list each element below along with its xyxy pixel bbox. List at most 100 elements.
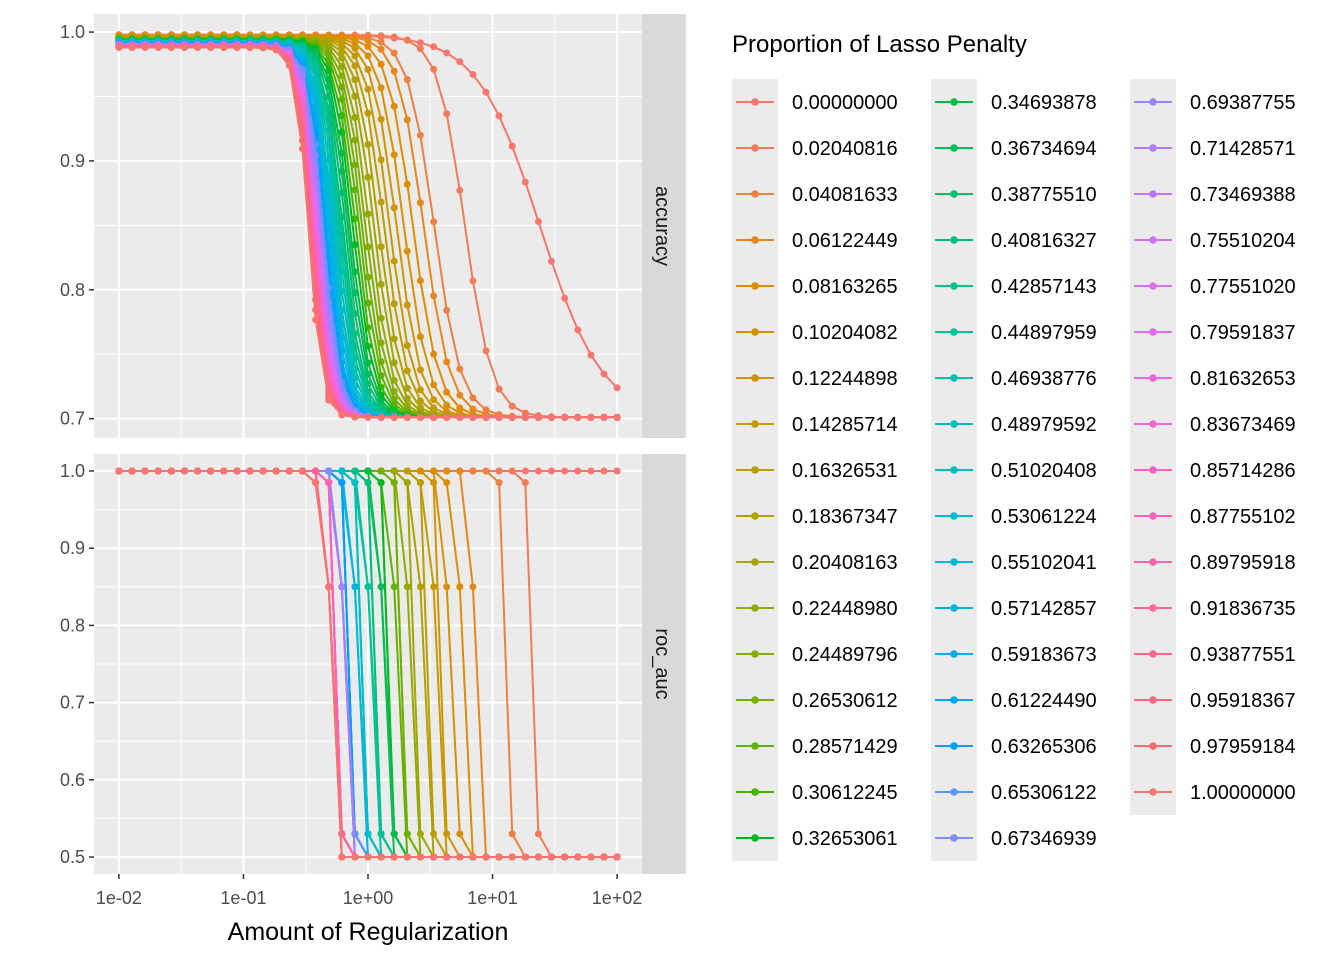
data-point [443, 479, 451, 487]
legend-label: 0.59183673 [991, 644, 1097, 666]
legend-label: 0.08163265 [792, 276, 898, 298]
data-point [430, 65, 438, 73]
data-point [416, 853, 424, 861]
data-point [364, 413, 372, 421]
x-axis-title: Amount of Regularization [228, 918, 509, 946]
data-point [430, 467, 438, 475]
data-point [587, 351, 595, 359]
data-point [456, 583, 464, 591]
data-point [351, 413, 359, 421]
legend-key-point [1149, 328, 1157, 336]
data-point [403, 116, 411, 124]
data-point [390, 49, 398, 57]
data-point [351, 52, 359, 60]
legend-key-point [1149, 788, 1157, 796]
data-point [220, 44, 228, 51]
data-point [390, 151, 398, 159]
data-point [403, 301, 411, 309]
legend-item: 0.00000000 [732, 79, 898, 125]
legend-label: 1.00000000 [1190, 782, 1296, 804]
legend-key-point [1149, 512, 1157, 520]
y-tick-label: 0.8 [60, 280, 85, 300]
data-point [416, 45, 424, 53]
data-point [416, 413, 424, 421]
data-point [338, 72, 346, 80]
legend-key-point [950, 604, 958, 612]
data-point [548, 413, 555, 421]
data-point [351, 39, 359, 47]
legend-key-point [751, 834, 759, 842]
data-point [574, 467, 582, 475]
data-point [482, 347, 490, 355]
data-point [390, 359, 398, 367]
x-tick-label: 1e+00 [343, 888, 394, 908]
data-point [154, 44, 162, 51]
data-point [416, 39, 424, 47]
data-point [390, 204, 398, 212]
data-point [534, 467, 542, 475]
data-point [613, 853, 621, 861]
legend-key-point [950, 558, 958, 566]
legend-item: 0.67346939 [931, 815, 1097, 861]
y-tick-label: 0.7 [60, 409, 85, 429]
data-point [456, 365, 464, 373]
data-point [508, 467, 516, 475]
legend-label: 0.40816327 [991, 230, 1097, 252]
legend-label: 0.55102041 [991, 552, 1097, 574]
legend-key-point [1149, 558, 1157, 566]
data-point [390, 853, 398, 861]
data-point [469, 853, 477, 861]
data-point [377, 115, 385, 123]
legend-label: 0.73469388 [1190, 184, 1296, 206]
facet-panel-accuracy: accuracy 0.7 0.8 0.9 1.0 [60, 14, 686, 438]
data-point [207, 467, 215, 475]
data-point [456, 853, 464, 861]
data-point [351, 186, 359, 194]
legend-key-point [751, 558, 759, 566]
legend-item: 0.83673469 [1130, 401, 1296, 447]
legend-item: 0.55102041 [931, 539, 1097, 585]
data-point [364, 141, 372, 148]
data-point [416, 479, 424, 487]
data-point [469, 467, 477, 475]
data-point [495, 467, 503, 475]
data-point [482, 467, 490, 475]
x-tick-label: 1e-02 [96, 888, 142, 908]
data-point [338, 128, 346, 136]
legend-label: 0.30612245 [792, 782, 898, 804]
legend-item: 0.61224490 [931, 677, 1097, 723]
data-point [338, 583, 346, 591]
legend-item: 0.71428571 [1130, 125, 1296, 171]
legend-key-point [950, 144, 958, 152]
legend-key-point [751, 742, 759, 750]
data-point [521, 467, 529, 475]
data-point [430, 583, 438, 591]
legend-key-point [1149, 696, 1157, 704]
data-point [469, 583, 477, 591]
data-point [364, 210, 372, 218]
legend-key-point [1149, 420, 1157, 428]
data-point [521, 178, 529, 186]
data-point [338, 54, 346, 62]
data-point [390, 257, 398, 265]
data-point [233, 44, 241, 51]
legend-label: 0.00000000 [792, 92, 898, 114]
data-point [285, 467, 293, 475]
data-point [416, 397, 424, 405]
data-point [495, 853, 503, 861]
data-point [390, 413, 398, 421]
data-point [364, 85, 372, 93]
data-point [377, 32, 385, 40]
data-point [508, 402, 516, 410]
y-tick-label: 0.9 [60, 538, 85, 558]
legend-label: 0.16326531 [792, 460, 898, 482]
data-point [443, 467, 451, 475]
legend-label: 0.81632653 [1190, 368, 1296, 390]
data-point [364, 66, 372, 73]
legend-label: 0.18367347 [792, 506, 898, 528]
legend-label: 0.04081633 [792, 184, 898, 206]
data-point [338, 95, 346, 103]
data-point [416, 333, 424, 341]
data-point [364, 52, 372, 60]
legend-label: 0.71428571 [1190, 138, 1296, 160]
